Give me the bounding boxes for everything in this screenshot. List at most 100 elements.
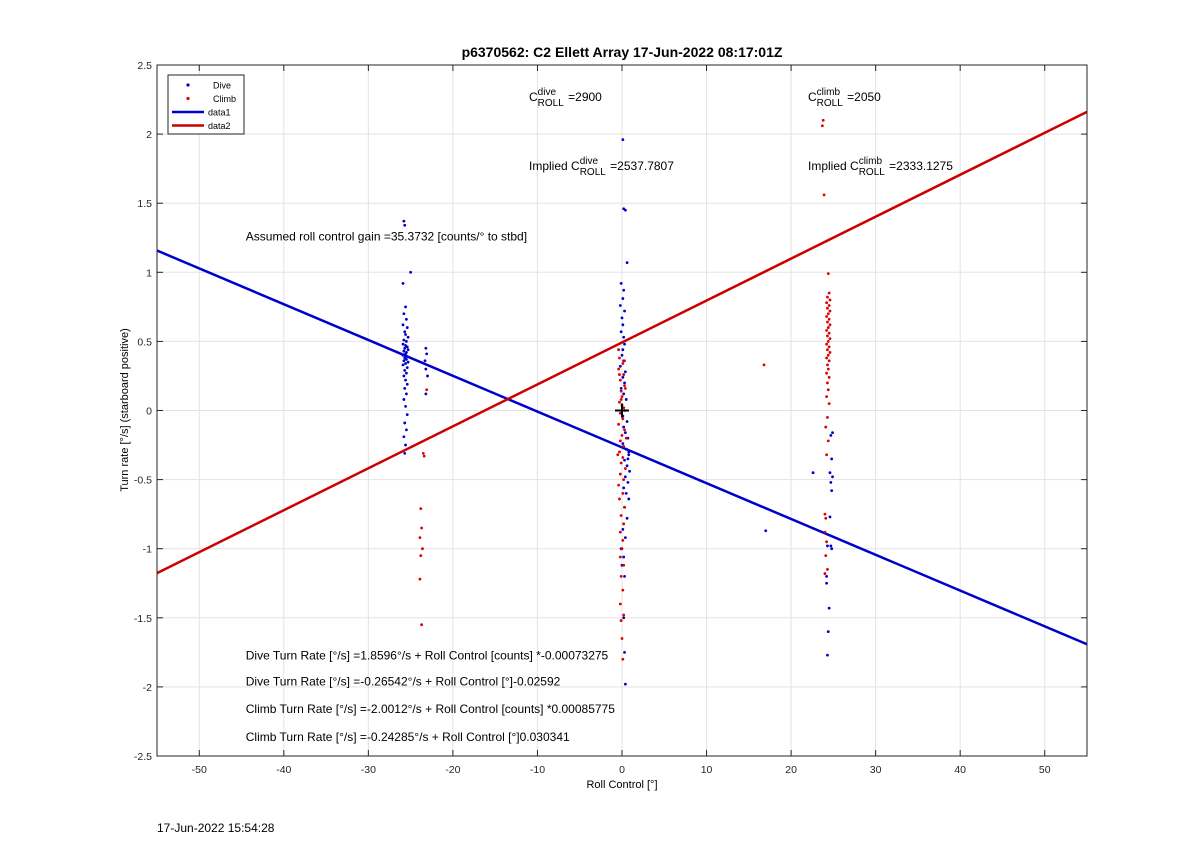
dive-point	[628, 469, 632, 473]
climb-point	[621, 492, 625, 495]
climb-point	[620, 395, 624, 399]
climb-point	[420, 623, 424, 627]
dive-point	[829, 433, 833, 437]
dive-point	[826, 630, 830, 634]
dive-point	[620, 316, 624, 320]
dive-point	[826, 544, 829, 548]
climb-point	[826, 381, 829, 385]
dive-point	[405, 326, 409, 329]
dive-point	[409, 270, 413, 274]
climb-point	[825, 328, 828, 332]
coef-value: =2050	[844, 90, 881, 104]
legend-label: data1	[208, 108, 231, 118]
climb-point	[826, 353, 830, 357]
dive-point	[403, 451, 407, 455]
climb-point	[822, 193, 826, 197]
dive-point	[425, 352, 429, 356]
climb-point	[825, 453, 828, 457]
dive-point	[621, 527, 625, 531]
climb-point	[823, 572, 827, 575]
climb-point	[824, 425, 828, 429]
dive-point	[424, 346, 428, 350]
climb-point	[618, 400, 621, 404]
y-tick-label: -2	[143, 682, 152, 694]
climb-point	[823, 512, 827, 516]
x-tick-label: -50	[192, 764, 207, 776]
climb-point	[418, 577, 422, 581]
dive-point	[405, 371, 408, 375]
dive-point	[405, 357, 408, 361]
coef-value: =2333.1275	[886, 159, 953, 173]
dive-point	[401, 353, 405, 357]
coefficient-label: Cdive ROLL =2900	[529, 87, 602, 109]
timestamp: 17-Jun-2022 15:54:28	[157, 821, 275, 835]
coefficient-label: Implied Cclimb ROLL =2333.1275	[808, 156, 953, 178]
coef-symbol: C	[808, 90, 817, 104]
fit-line-data2	[156, 110, 1088, 575]
climb-point	[827, 375, 831, 379]
climb-point	[617, 483, 621, 487]
dive-point	[621, 442, 625, 446]
climb-point	[826, 367, 830, 371]
x-axis-label: Roll Control [°]	[586, 779, 657, 791]
coef-symbol: C	[850, 159, 859, 173]
x-tick-label: 30	[870, 764, 882, 776]
dive-point	[424, 367, 428, 371]
climb-point	[618, 497, 621, 501]
climb-point	[824, 554, 828, 558]
dive-point	[406, 335, 410, 339]
climb-point	[619, 398, 623, 401]
origin-marker	[615, 403, 629, 418]
dive-point	[404, 305, 407, 309]
dive-point	[404, 404, 407, 408]
y-tick-label: -1	[143, 544, 152, 556]
climb-point	[623, 467, 627, 470]
climb-point	[619, 514, 623, 517]
climb-point	[828, 351, 832, 354]
dive-point	[402, 312, 406, 316]
climb-point	[619, 389, 623, 393]
climb-point	[420, 526, 424, 530]
dive-point	[830, 457, 834, 461]
dive-point	[405, 428, 408, 432]
climb-point	[827, 359, 831, 363]
coef-prefix: Implied	[808, 159, 850, 173]
dive-point	[406, 360, 410, 364]
x-tick-label: -30	[361, 764, 376, 776]
dive-point	[623, 208, 627, 212]
dive-point	[829, 544, 833, 548]
dive-point	[622, 555, 626, 559]
climb-point	[622, 478, 626, 481]
dive-point	[828, 471, 832, 475]
dive-point	[403, 369, 407, 372]
x-tick-label: -40	[276, 764, 291, 776]
dive-point	[405, 317, 408, 321]
dive-point	[621, 138, 625, 142]
legend-box	[167, 74, 245, 135]
climb-point	[419, 507, 423, 511]
dive-point	[404, 352, 407, 356]
fit-lines	[156, 110, 1088, 646]
climb-point	[618, 356, 621, 360]
dive-point	[622, 425, 626, 429]
climb-point	[623, 384, 626, 388]
climb-point	[826, 388, 830, 392]
climb-point	[619, 619, 623, 622]
coefficient-label: Cclimb ROLL =2050	[808, 87, 881, 109]
dive-point	[405, 413, 409, 417]
dive-point	[405, 366, 409, 370]
climb-point	[828, 309, 832, 313]
dive-point	[404, 443, 407, 447]
climb-point	[619, 461, 623, 465]
dive-point	[405, 382, 409, 386]
data-points	[401, 118, 834, 686]
dive-point	[402, 359, 406, 363]
dive-point	[619, 281, 623, 285]
climb-point	[622, 522, 626, 526]
legend-label: Climb	[213, 94, 236, 104]
climb-point	[421, 451, 425, 455]
dive-point	[825, 574, 828, 578]
dive-point	[406, 348, 410, 352]
dive-point	[403, 223, 407, 227]
